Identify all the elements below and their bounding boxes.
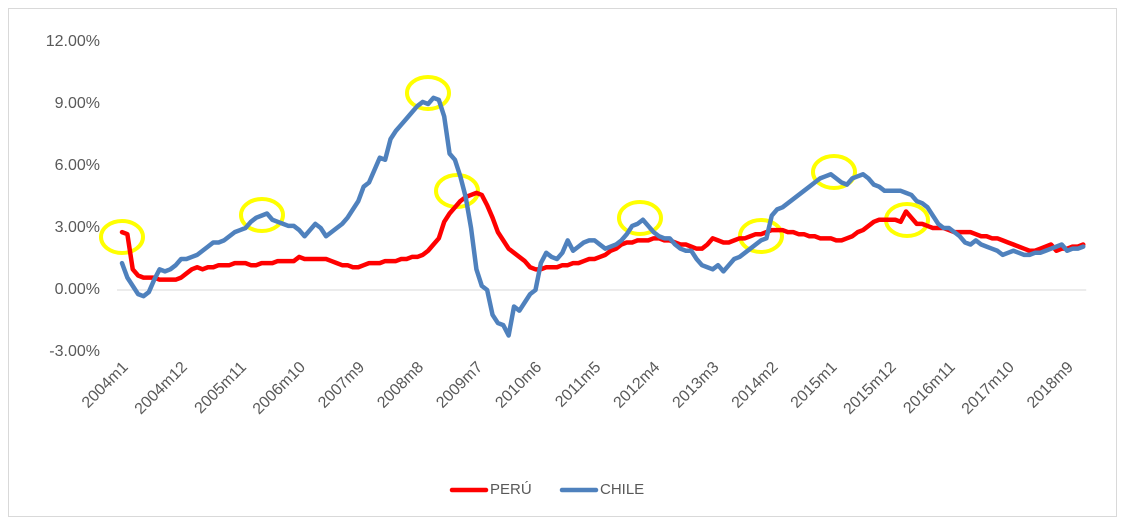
series-line <box>119 190 1086 282</box>
chart-frame <box>8 8 1117 517</box>
highlight-circle <box>405 75 451 111</box>
highlight-circle <box>738 218 784 254</box>
legend-label: PERÚ <box>490 481 532 498</box>
y-tick-label: 6.00% <box>55 157 100 174</box>
legend-label: CHILE <box>600 481 644 498</box>
y-tick-label: 3.00% <box>55 219 100 236</box>
highlight-circle <box>617 200 663 236</box>
y-tick-label: -3.00% <box>49 343 100 360</box>
y-tick-label: 9.00% <box>55 95 100 112</box>
y-tick-label: 0.00% <box>55 281 100 298</box>
series-line <box>119 95 1086 338</box>
highlight-circle <box>239 197 285 233</box>
highlight-circle <box>99 219 145 255</box>
highlight-circle <box>811 154 857 190</box>
y-tick-label: 12.00% <box>46 33 100 50</box>
